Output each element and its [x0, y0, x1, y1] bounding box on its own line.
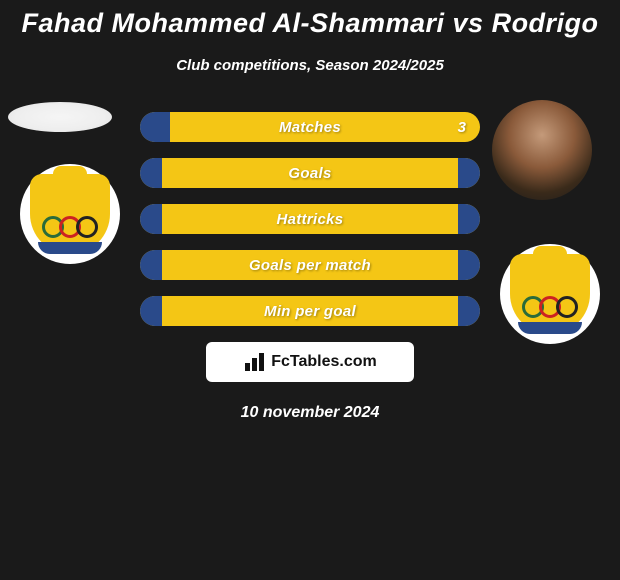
stat-label: Matches	[279, 119, 341, 136]
bar-cap-left-icon	[140, 296, 162, 326]
stat-label: Hattricks	[277, 211, 344, 228]
subtitle: Club competitions, Season 2024/2025	[0, 57, 620, 74]
comparison-panel: Matches 3 Goals Hattricks Goals per matc…	[0, 112, 620, 422]
stat-row-matches: Matches 3	[140, 112, 480, 142]
stat-row-min-per-goal: Min per goal	[140, 296, 480, 326]
stat-label: Min per goal	[264, 303, 356, 320]
bar-chart-icon	[243, 353, 265, 371]
right-player-avatar	[492, 100, 592, 200]
left-player-avatar-placeholder	[8, 102, 112, 132]
stat-label: Goals	[288, 165, 331, 182]
stats-bars: Matches 3 Goals Hattricks Goals per matc…	[140, 112, 480, 326]
date-label: 10 november 2024	[0, 404, 620, 422]
stat-right-value: 3	[458, 119, 466, 136]
bar-cap-left-icon	[140, 250, 162, 280]
bar-cap-right-icon	[458, 296, 480, 326]
stat-label: Goals per match	[249, 257, 371, 274]
brand-label: FcTables.com	[271, 353, 377, 371]
bar-cap-left-icon	[140, 158, 162, 188]
left-team-logo	[20, 164, 120, 264]
bar-cap-right-icon	[458, 250, 480, 280]
right-team-logo	[500, 244, 600, 344]
bar-cap-left-icon	[140, 204, 162, 234]
stat-row-hattricks: Hattricks	[140, 204, 480, 234]
bar-cap-right-icon	[458, 204, 480, 234]
brand-link[interactable]: FcTables.com	[206, 342, 414, 382]
stat-row-goals: Goals	[140, 158, 480, 188]
bar-cap-left-icon	[140, 112, 170, 142]
bar-cap-right-icon	[458, 158, 480, 188]
stat-row-goals-per-match: Goals per match	[140, 250, 480, 280]
page-title: Fahad Mohammed Al-Shammari vs Rodrigo	[0, 0, 620, 39]
